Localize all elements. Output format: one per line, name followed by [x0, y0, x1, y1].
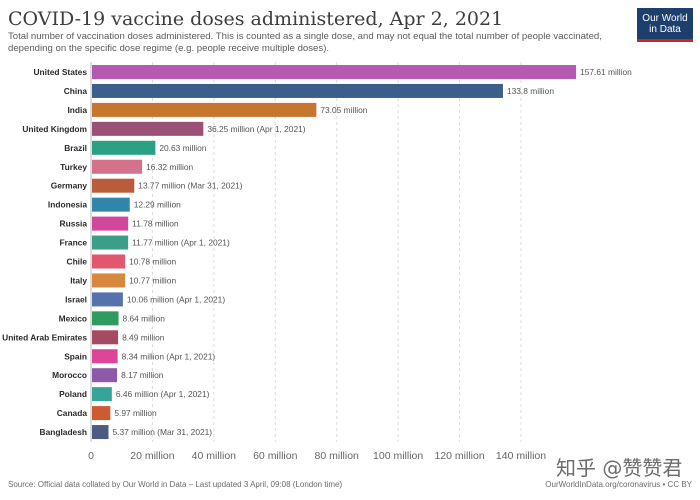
x-tick-label: 140 million [496, 450, 546, 462]
category-label: India [67, 105, 87, 115]
category-label: Bangladesh [40, 427, 87, 437]
bar [92, 330, 119, 345]
bar [92, 387, 112, 402]
bar [92, 83, 503, 98]
category-label: Chile [67, 257, 88, 267]
category-label: Indonesia [48, 200, 87, 210]
x-tick-label: 40 million [192, 450, 237, 462]
chart-subtitle: Total number of vaccination doses admini… [8, 31, 602, 54]
value-label: 11.78 million [132, 219, 179, 229]
x-tick-label: 60 million [253, 450, 298, 462]
category-label: Germany [51, 181, 88, 191]
category-label: Mexico [59, 313, 87, 323]
category-label: Poland [59, 389, 87, 399]
category-label: Canada [57, 408, 88, 418]
category-label: Morocco [52, 370, 87, 380]
category-label: Russia [60, 219, 88, 229]
chart-title: COVID-19 vaccine doses administered, Apr… [8, 8, 504, 30]
category-label: United Arab Emirates [2, 332, 87, 342]
bar [92, 102, 317, 117]
value-label: 6.46 million (Apr 1, 2021) [116, 389, 210, 399]
category-label: China [64, 86, 88, 96]
bar [92, 292, 123, 307]
value-label: 36.25 million (Apr 1, 2021) [207, 124, 305, 134]
bar [92, 159, 143, 174]
category-label: Turkey [60, 162, 87, 172]
value-label: 12.29 million [134, 200, 181, 210]
bar [92, 197, 130, 212]
category-label: Spain [64, 351, 87, 361]
bar [92, 140, 156, 155]
value-label: 8.49 million [122, 332, 165, 342]
bar [92, 311, 119, 326]
bar [92, 273, 126, 288]
source-note[interactable]: Source: Official data collated by Our Wo… [8, 480, 343, 489]
bar [92, 178, 135, 193]
bar [92, 65, 577, 79]
category-label: United States [33, 67, 87, 77]
value-label: 8.34 million (Apr 1, 2021) [122, 351, 216, 361]
bar [92, 254, 126, 269]
owid-logo[interactable]: Our World in Data [637, 8, 693, 42]
bar [92, 121, 204, 136]
category-label: France [60, 238, 88, 248]
value-label: 11.77 million (Apr 1, 2021) [132, 238, 230, 248]
watermark: 知乎 @赞赞君 [556, 456, 683, 480]
value-label: 20.63 million [159, 143, 206, 153]
x-tick-label: 120 million [434, 450, 484, 462]
bar [92, 349, 118, 364]
bar-chart: 0 20 million 40 million 60 million 80 millio… [2, 62, 632, 462]
logo-line-2: in Data [649, 24, 681, 35]
value-label: 13.77 million (Mar 31, 2021) [138, 181, 242, 191]
license-link[interactable]: OurWorldInData.org/coronavirus • CC BY [545, 480, 692, 489]
value-label: 16.32 million [146, 162, 193, 172]
category-label: Italy [70, 275, 87, 285]
value-label: 10.77 million [129, 275, 176, 285]
value-label: 133.8 million [507, 86, 554, 96]
category-label: United Kingdom [22, 124, 87, 134]
category-label: Israel [65, 294, 87, 304]
bar [92, 235, 129, 250]
value-label: 5.97 million [114, 408, 157, 418]
category-label: Brazil [64, 143, 87, 153]
value-label: 5.37 million (Mar 31, 2021) [112, 427, 212, 437]
value-label: 8.64 million [123, 313, 166, 323]
x-tick-label: 80 million [315, 450, 360, 462]
bar [92, 216, 129, 231]
value-label: 10.78 million [129, 257, 176, 267]
bar [92, 406, 111, 421]
x-tick-label: 100 million [373, 450, 423, 462]
bar [92, 425, 109, 440]
value-label: 73.05 million [320, 105, 367, 115]
x-tick-label: 20 million [130, 450, 175, 462]
value-label: 8.17 million [121, 370, 164, 380]
bar [92, 368, 118, 383]
x-tick-label: 0 [88, 450, 94, 462]
value-label: 157.61 million [580, 67, 632, 77]
logo-line-1: Our World [642, 13, 688, 24]
value-label: 10.06 million (Apr 1, 2021) [127, 294, 225, 304]
